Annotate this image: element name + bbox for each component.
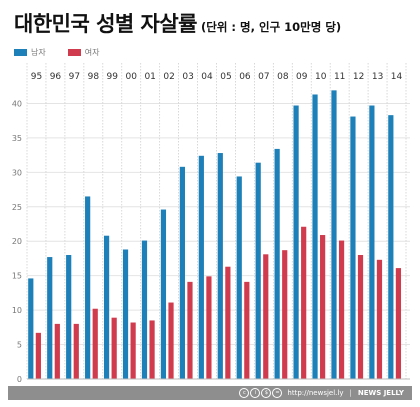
x-tick-label: 95	[31, 72, 42, 82]
bar-male	[160, 209, 167, 379]
x-tick-label: 10	[315, 72, 327, 82]
legend-swatch-female	[67, 48, 81, 56]
bar-male	[66, 255, 72, 379]
x-tick-label: 06	[239, 72, 251, 82]
legend-item-female: 여자	[67, 47, 100, 58]
bar-female	[54, 323, 60, 379]
bar-female	[187, 281, 193, 379]
x-tick-label: 11	[334, 72, 345, 82]
bar-female	[168, 302, 174, 379]
bar-female	[111, 317, 117, 379]
bar-male	[47, 257, 53, 379]
x-tick-label: 05	[220, 72, 231, 82]
bar-male	[312, 94, 318, 379]
bar-male	[274, 148, 280, 379]
y-tick-label: 35	[12, 134, 22, 143]
y-tick-label: 20	[12, 237, 22, 246]
bar-female	[282, 250, 288, 379]
footer-credits: c i $ = http://newsjel.ly | NEWS JELLY	[239, 386, 404, 400]
x-tick-label: 07	[258, 72, 269, 82]
bar-female	[357, 255, 364, 379]
x-tick-label: 00	[125, 72, 137, 82]
bar-male	[369, 105, 375, 379]
unit-label: (단위 : 명, 인구 10만명 당)	[201, 20, 342, 34]
bar-male	[28, 278, 34, 379]
x-tick-label: 03	[182, 72, 193, 82]
bar-male	[350, 116, 356, 380]
bar-female	[395, 268, 402, 379]
bar-female	[301, 226, 307, 379]
y-tick-label: 0	[17, 375, 22, 384]
y-tick-label: 25	[12, 203, 22, 212]
bar-male	[122, 249, 129, 379]
bar-female	[92, 308, 98, 379]
legend-label-female: 여자	[84, 47, 100, 57]
bar-male	[331, 90, 337, 379]
footer-separator: |	[349, 389, 352, 397]
bar-female	[149, 320, 155, 379]
bar-male	[198, 155, 204, 379]
footer-url: http://newsjel.ly	[287, 389, 344, 397]
bar-female	[35, 332, 41, 379]
x-tick-label: 96	[50, 72, 62, 82]
x-tick-label: 97	[69, 72, 80, 82]
y-tick-label: 5	[17, 341, 22, 350]
x-tick-label: 99	[107, 72, 119, 82]
bar-male	[141, 240, 148, 379]
bar-female	[130, 322, 136, 379]
x-tick-label: 14	[391, 72, 403, 82]
x-tick-label: 02	[163, 72, 174, 82]
bar-female	[263, 254, 269, 379]
x-tick-label: 09	[296, 72, 308, 82]
creative-commons-icon: c i $ =	[239, 388, 283, 398]
x-tick-label: 12	[353, 72, 364, 82]
bar-male	[293, 105, 299, 379]
footer-brand: NEWS JELLY	[357, 389, 404, 397]
bar-female	[376, 259, 383, 379]
bar-female	[206, 276, 212, 379]
title-row: 대한민국 성별 자살률 (단위 : 명, 인구 10만명 당)	[14, 8, 412, 38]
y-tick-label: 40	[12, 99, 22, 108]
bar-male	[255, 162, 261, 379]
legend-swatch-male	[14, 48, 27, 56]
bar-male	[103, 235, 110, 379]
legend-item-male: 남자	[14, 47, 46, 58]
legend: 남자 여자	[14, 46, 121, 58]
chart-title: 대한민국 성별 자살률	[14, 12, 198, 36]
bar-male	[179, 166, 185, 379]
footer-bar: c i $ = http://newsjel.ly | NEWS JELLY	[8, 386, 412, 400]
y-tick-label: 15	[12, 272, 22, 281]
x-tick-label: 01	[144, 72, 155, 82]
legend-label-male: 남자	[31, 47, 46, 57]
bar-female	[73, 323, 79, 379]
y-tick-label: 10	[12, 306, 22, 315]
bar-female	[338, 240, 345, 379]
bar-female	[320, 235, 326, 379]
bar-male	[236, 176, 242, 379]
y-tick-label: 30	[12, 168, 22, 177]
bar-female	[225, 266, 231, 379]
x-tick-label: 13	[372, 72, 383, 82]
bar-male	[388, 115, 394, 380]
bar-female	[244, 281, 250, 379]
x-tick-label: 98	[88, 72, 100, 82]
bar-male	[85, 196, 91, 379]
x-tick-label: 04	[201, 72, 213, 82]
x-tick-label: 08	[277, 72, 289, 82]
bar-male	[217, 153, 223, 379]
